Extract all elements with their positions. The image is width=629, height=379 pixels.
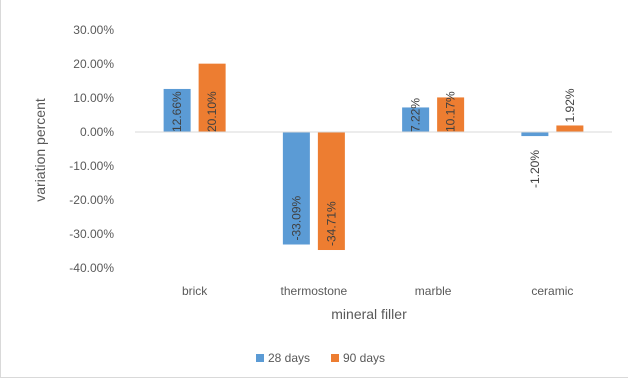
x-axis: brick thermostone marble ceramic [135,131,612,298]
data-label: 1.92% [563,88,577,122]
data-label: 20.10% [205,91,219,132]
y-tick-label: 30.00% [73,23,114,37]
bar-28-days-ceramic [521,132,549,137]
bar-90-days-ceramic [556,125,584,132]
bar-90-days-thermostone [317,132,345,251]
data-label: -34.71% [324,201,338,246]
y-tick-label: 10.00% [73,91,114,105]
bar-90-days-brick [198,63,226,132]
x-axis-title: mineral filler [331,306,407,322]
y-tick-label: 0.00% [80,125,114,139]
y-tick-label: -20.00% [69,193,114,207]
bars [163,63,584,251]
category-label: thermostone [281,284,348,298]
data-label: 12.66% [170,91,184,132]
y-tick-label: 20.00% [73,57,114,71]
legend-swatch [256,354,264,362]
category-label: brick [182,284,208,298]
bar-28-days-thermostone [282,132,310,245]
y-tick-label: -10.00% [69,159,114,173]
category-label: marble [415,284,452,298]
y-axis: 30.00% 20.00% 10.00% 0.00% -10.00% -20.00% -30… [69,23,114,275]
legend-label: 28 days [268,351,310,365]
bar-90-days-marble [437,97,465,132]
category-label: ceramic [531,284,573,298]
legend: 28 days 90 days [256,351,385,365]
y-tick-label: -30.00% [69,227,114,241]
data-label: -33.09% [289,195,303,240]
data-label: 10.17% [444,91,458,132]
data-label: 7.22% [409,98,423,132]
legend-label: 90 days [343,351,385,365]
y-axis-title: variation percent [32,98,48,202]
bar-28-days-brick [163,88,191,132]
bar-28-days-marble [402,107,430,132]
data-label: -1.20% [528,150,542,188]
y-tick-label: -40.00% [69,261,114,275]
legend-swatch [331,354,339,362]
data-labels: 12.66% -33.09% 7.22% -1.20% 20.10% -34.71% 10.… [170,88,577,246]
